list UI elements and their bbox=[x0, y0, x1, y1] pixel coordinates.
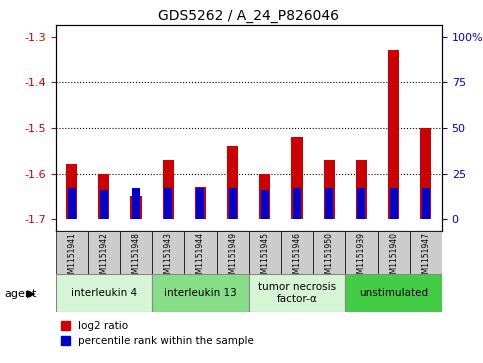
Bar bbox=[410, 231, 442, 274]
Text: GSM1151948: GSM1151948 bbox=[131, 232, 141, 283]
Bar bbox=[356, 160, 367, 219]
Bar bbox=[216, 231, 249, 274]
Text: GSM1151946: GSM1151946 bbox=[293, 232, 301, 283]
Text: GSM1151940: GSM1151940 bbox=[389, 232, 398, 283]
Text: interleukin 4: interleukin 4 bbox=[71, 288, 137, 298]
Bar bbox=[325, 188, 333, 219]
Text: GSM1151942: GSM1151942 bbox=[99, 232, 108, 283]
Bar bbox=[152, 274, 249, 312]
Text: GSM1151950: GSM1151950 bbox=[325, 232, 334, 283]
Bar bbox=[68, 188, 76, 219]
Bar bbox=[228, 188, 237, 219]
Bar bbox=[152, 231, 185, 274]
Text: interleukin 13: interleukin 13 bbox=[164, 288, 237, 298]
Bar bbox=[291, 137, 303, 219]
Text: GSM1151945: GSM1151945 bbox=[260, 232, 270, 283]
Bar bbox=[261, 191, 269, 219]
Bar bbox=[345, 274, 442, 312]
Text: GSM1151939: GSM1151939 bbox=[357, 232, 366, 283]
Text: agent: agent bbox=[5, 289, 37, 299]
Text: tumor necrosis
factor-α: tumor necrosis factor-α bbox=[258, 282, 336, 304]
Text: GSM1151947: GSM1151947 bbox=[421, 232, 430, 283]
Bar bbox=[100, 191, 108, 219]
Bar bbox=[390, 188, 398, 219]
Legend: log2 ratio, percentile rank within the sample: log2 ratio, percentile rank within the s… bbox=[61, 321, 255, 346]
Bar bbox=[98, 174, 110, 219]
Bar bbox=[422, 188, 430, 219]
Bar bbox=[378, 231, 410, 274]
Bar bbox=[357, 188, 366, 219]
Text: unstimulated: unstimulated bbox=[359, 288, 428, 298]
Bar bbox=[120, 231, 152, 274]
Bar bbox=[195, 187, 206, 219]
Bar bbox=[249, 274, 345, 312]
Bar bbox=[163, 160, 174, 219]
Bar bbox=[56, 274, 152, 312]
Bar bbox=[249, 231, 281, 274]
Bar bbox=[197, 188, 204, 219]
Text: GSM1151943: GSM1151943 bbox=[164, 232, 173, 283]
Bar bbox=[130, 196, 142, 219]
Text: GSM1151941: GSM1151941 bbox=[67, 232, 76, 283]
Text: ▶: ▶ bbox=[27, 289, 35, 299]
Bar bbox=[66, 164, 77, 219]
Bar bbox=[420, 128, 431, 219]
Bar bbox=[259, 174, 270, 219]
Title: GDS5262 / A_24_P826046: GDS5262 / A_24_P826046 bbox=[158, 9, 339, 23]
Bar bbox=[132, 188, 140, 219]
Bar bbox=[56, 231, 88, 274]
Bar bbox=[281, 231, 313, 274]
Bar bbox=[227, 146, 238, 219]
Bar bbox=[388, 50, 399, 219]
Bar bbox=[185, 231, 216, 274]
Text: GSM1151949: GSM1151949 bbox=[228, 232, 237, 283]
Bar bbox=[345, 231, 378, 274]
Bar bbox=[164, 188, 172, 219]
Bar bbox=[313, 231, 345, 274]
Bar bbox=[88, 231, 120, 274]
Bar bbox=[324, 160, 335, 219]
Text: GSM1151944: GSM1151944 bbox=[196, 232, 205, 283]
Bar bbox=[293, 188, 301, 219]
